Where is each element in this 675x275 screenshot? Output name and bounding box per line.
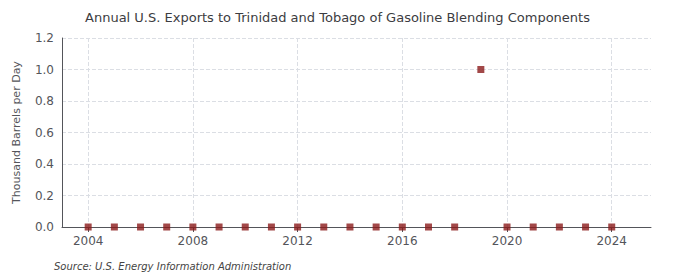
svg-text:1.0: 1.0 [35, 63, 54, 77]
svg-text:0.4: 0.4 [35, 157, 54, 171]
svg-text:Source: U.S. Energy Informatio: Source: U.S. Energy Information Administ… [54, 261, 291, 272]
svg-text:2008: 2008 [178, 234, 209, 248]
svg-text:2024: 2024 [596, 234, 627, 248]
svg-text:Annual U.S. Exports to Trinida: Annual U.S. Exports to Trinidad and Toba… [85, 10, 590, 25]
svg-text:2020: 2020 [492, 234, 523, 248]
svg-text:0.0: 0.0 [35, 220, 54, 234]
svg-text:0.6: 0.6 [35, 126, 54, 140]
svg-text:2012: 2012 [282, 234, 313, 248]
svg-text:1.2: 1.2 [35, 31, 54, 45]
svg-text:0.8: 0.8 [35, 94, 54, 108]
svg-text:2016: 2016 [387, 234, 418, 248]
svg-text:2004: 2004 [73, 234, 104, 248]
svg-text:Thousand Barrels per Day: Thousand Barrels per Day [10, 61, 23, 205]
svg-text:0.2: 0.2 [35, 189, 54, 203]
